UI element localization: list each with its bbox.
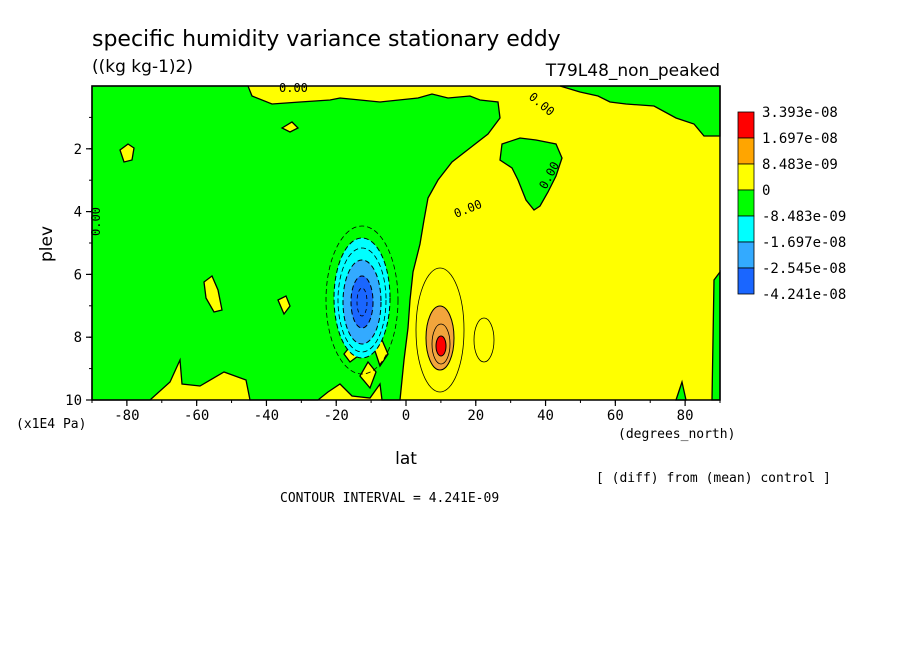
yellow-island-6 (359, 360, 377, 390)
chart-units: ((kg kg-1)2) (92, 57, 193, 77)
y-tick-label: 4 (74, 205, 82, 221)
colorbar-swatch (737, 241, 755, 269)
chart-title: specific humidity variance stationary ed… (92, 27, 561, 52)
pos-contour-red (435, 335, 447, 357)
yellow-island-1 (119, 143, 135, 163)
x-tick-label: 20 (467, 408, 484, 424)
neg-contour-outer-1 (325, 225, 399, 375)
positive-extremum (415, 267, 495, 393)
x-tick-label: 0 (402, 408, 410, 424)
y-tick-label: 6 (74, 267, 82, 283)
green-sliver-east (711, 270, 721, 401)
colorbar-label: 8.483e-09 (762, 157, 838, 173)
x-axis-ticks: -80 -60 -40 -20 0 20 40 60 80 (91, 400, 721, 424)
neg-contour-inner (356, 287, 368, 317)
contour-interval: CONTOUR INTERVAL = 4.241E-09 (280, 491, 499, 506)
y-axis-label: plev (37, 226, 57, 262)
neg-contour-outer-2 (337, 247, 387, 353)
y-axis-ticks: 2 4 6 8 10 (65, 116, 92, 409)
pos-contour-secondary (473, 317, 495, 363)
y-tick-label: 10 (65, 393, 82, 409)
diff-note: [ (diff) from (mean) control ] (596, 471, 831, 486)
colorbar-legend: 3.393e-08 1.697e-08 8.483e-09 0 -8.483e-09 -1… (737, 105, 846, 303)
contour-label: 0.00 (279, 81, 308, 95)
y-axis-units: (x1E4 Pa) (16, 417, 86, 432)
negative-extremum (325, 225, 399, 375)
x-tick-label: -20 (324, 408, 349, 424)
colorbar-swatch (737, 111, 755, 139)
colorbar-label: -1.697e-08 (762, 235, 846, 251)
x-tick-label: -60 (184, 408, 209, 424)
colorbar-label: -4.241e-08 (762, 287, 846, 303)
x-tick-label: -40 (254, 408, 279, 424)
x-axis-units: (degrees_north) (618, 427, 735, 442)
pos-contour-outer (415, 267, 465, 393)
colorbar-label: 0 (762, 183, 770, 199)
colorbar-label: -8.483e-09 (762, 209, 846, 225)
colorbar-swatch (737, 137, 755, 165)
y-tick-label: 8 (74, 330, 82, 346)
colorbar-swatch (737, 267, 755, 295)
x-tick-label: 60 (607, 408, 624, 424)
plot-area: 0.00 0.00 0.00 0.00 0.00 (89, 81, 721, 401)
colorbar-label: 3.393e-08 (762, 105, 838, 121)
x-tick-label: 40 (537, 408, 554, 424)
green-blob-africa (499, 137, 563, 211)
colorbar-label: 1.697e-08 (762, 131, 838, 147)
x-axis-label: lat (395, 449, 417, 469)
yellow-island-3 (203, 274, 223, 313)
colorbar-label: -2.545e-08 (762, 261, 846, 277)
colorbar-swatch (737, 163, 755, 191)
x-tick-label: -80 (114, 408, 139, 424)
yellow-island-2 (280, 121, 300, 133)
green-region-south (91, 85, 501, 401)
run-label: T79L48_non_peaked (545, 61, 720, 81)
yellow-island-4 (277, 295, 291, 316)
neg-contour-blue (350, 275, 374, 329)
x-tick-label: 80 (677, 408, 694, 424)
y-tick-label: 2 (74, 142, 82, 158)
colorbar-swatch (737, 215, 755, 243)
colorbar-swatch (737, 189, 755, 217)
